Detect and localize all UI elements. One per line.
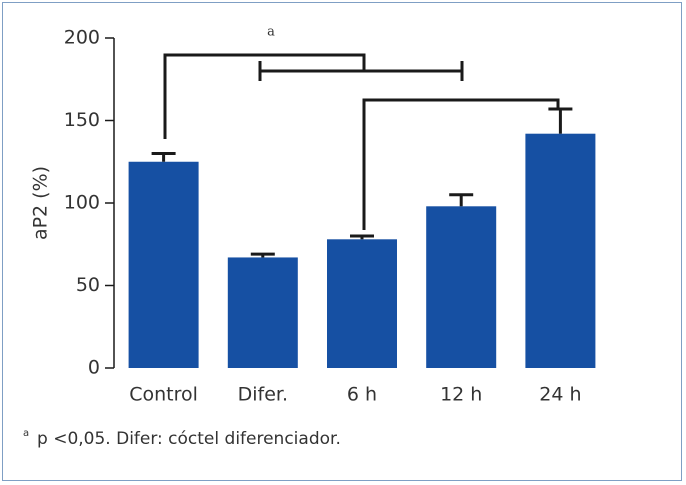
error-bar — [151, 152, 176, 162]
y-tick-label: 200 — [64, 27, 100, 49]
chart: aP2 (%) a a p <0,05. Difer: cóctel difer… — [23, 25, 596, 449]
x-tick-label: 6 h — [347, 384, 377, 406]
footnote: p <0,05. Difer: cóctel diferenciador. — [37, 429, 341, 449]
x-tick-label: Difer. — [238, 384, 288, 406]
y-tick-label: 50 — [76, 274, 100, 296]
x-tick-label: 24 h — [539, 384, 581, 406]
y-tick-label: 0 — [88, 357, 100, 379]
error-bar — [350, 234, 374, 240]
y-tick-label: 150 — [64, 109, 100, 131]
error-bar — [449, 193, 474, 207]
bracket — [362, 98, 560, 230]
significance-brackets — [163, 53, 560, 230]
bar — [426, 206, 497, 368]
error-bar — [548, 107, 573, 134]
y-axis-label: aP2 (%) — [30, 166, 52, 240]
error-bar — [250, 252, 275, 258]
x-tick-label: Control — [129, 384, 198, 406]
bar — [525, 133, 596, 368]
bracket — [163, 53, 366, 139]
footnote-marker: a — [23, 428, 29, 439]
annotation: a — [267, 25, 275, 40]
figure-frame: aP2 (%) a a p <0,05. Difer: cóctel difer… — [2, 2, 682, 481]
x-tick-label: 12 h — [440, 384, 482, 406]
bar — [227, 257, 298, 368]
bar — [327, 239, 397, 368]
y-tick-label: 100 — [64, 192, 100, 214]
bar — [128, 161, 199, 368]
